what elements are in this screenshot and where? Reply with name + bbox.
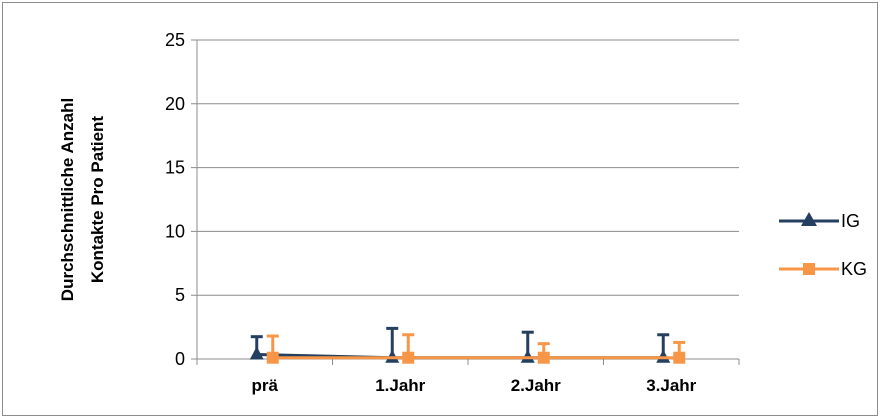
series-kg — [266, 333, 686, 364]
x-tick-label: prä — [252, 376, 279, 395]
y-tick-label: 20 — [165, 94, 185, 114]
x-tick-label: 2.Jahr — [511, 376, 561, 395]
legend: IG KG — [779, 211, 867, 279]
x-axis-ticks: prä 1.Jahr 2.Jahr 3.Jahr — [252, 376, 697, 395]
data-point — [537, 351, 550, 364]
y-axis-label: Durchschnittliche Anzahl Kontakte Pro Pat… — [58, 98, 107, 301]
y-axis-title-line: Durchschnittliche Anzahl — [58, 98, 77, 301]
data-point — [249, 346, 264, 360]
legend-item-kg: KG — [779, 259, 867, 279]
gridlines — [191, 39, 740, 365]
y-tick-label: 25 — [165, 30, 185, 50]
y-axis-title-line: Kontakte Pro Patient — [88, 116, 107, 284]
y-tick-label: 10 — [165, 221, 185, 241]
x-tick-label: 3.Jahr — [646, 376, 696, 395]
data-point — [266, 351, 279, 364]
chart-frame: 0 5 10 15 20 25 prä 1.Jahr 2.Jahr 3.Jahr Durchsc… — [2, 2, 878, 416]
y-tick-label: 0 — [175, 349, 185, 369]
legend-item-ig: IG — [779, 211, 860, 231]
x-tick-label: 1.Jahr — [375, 376, 425, 395]
legend-marker — [801, 212, 817, 226]
y-axis-ticks: 0 5 10 15 20 25 — [165, 30, 185, 369]
line-chart: 0 5 10 15 20 25 prä 1.Jahr 2.Jahr 3.Jahr Durchsc… — [58, 30, 867, 395]
y-tick-label: 15 — [165, 158, 185, 178]
legend-marker — [803, 263, 815, 275]
y-tick-label: 5 — [175, 285, 185, 305]
data-point — [673, 351, 686, 364]
legend-label: IG — [841, 211, 860, 231]
series — [249, 326, 686, 364]
legend-label: KG — [841, 259, 867, 279]
data-point — [402, 351, 415, 364]
